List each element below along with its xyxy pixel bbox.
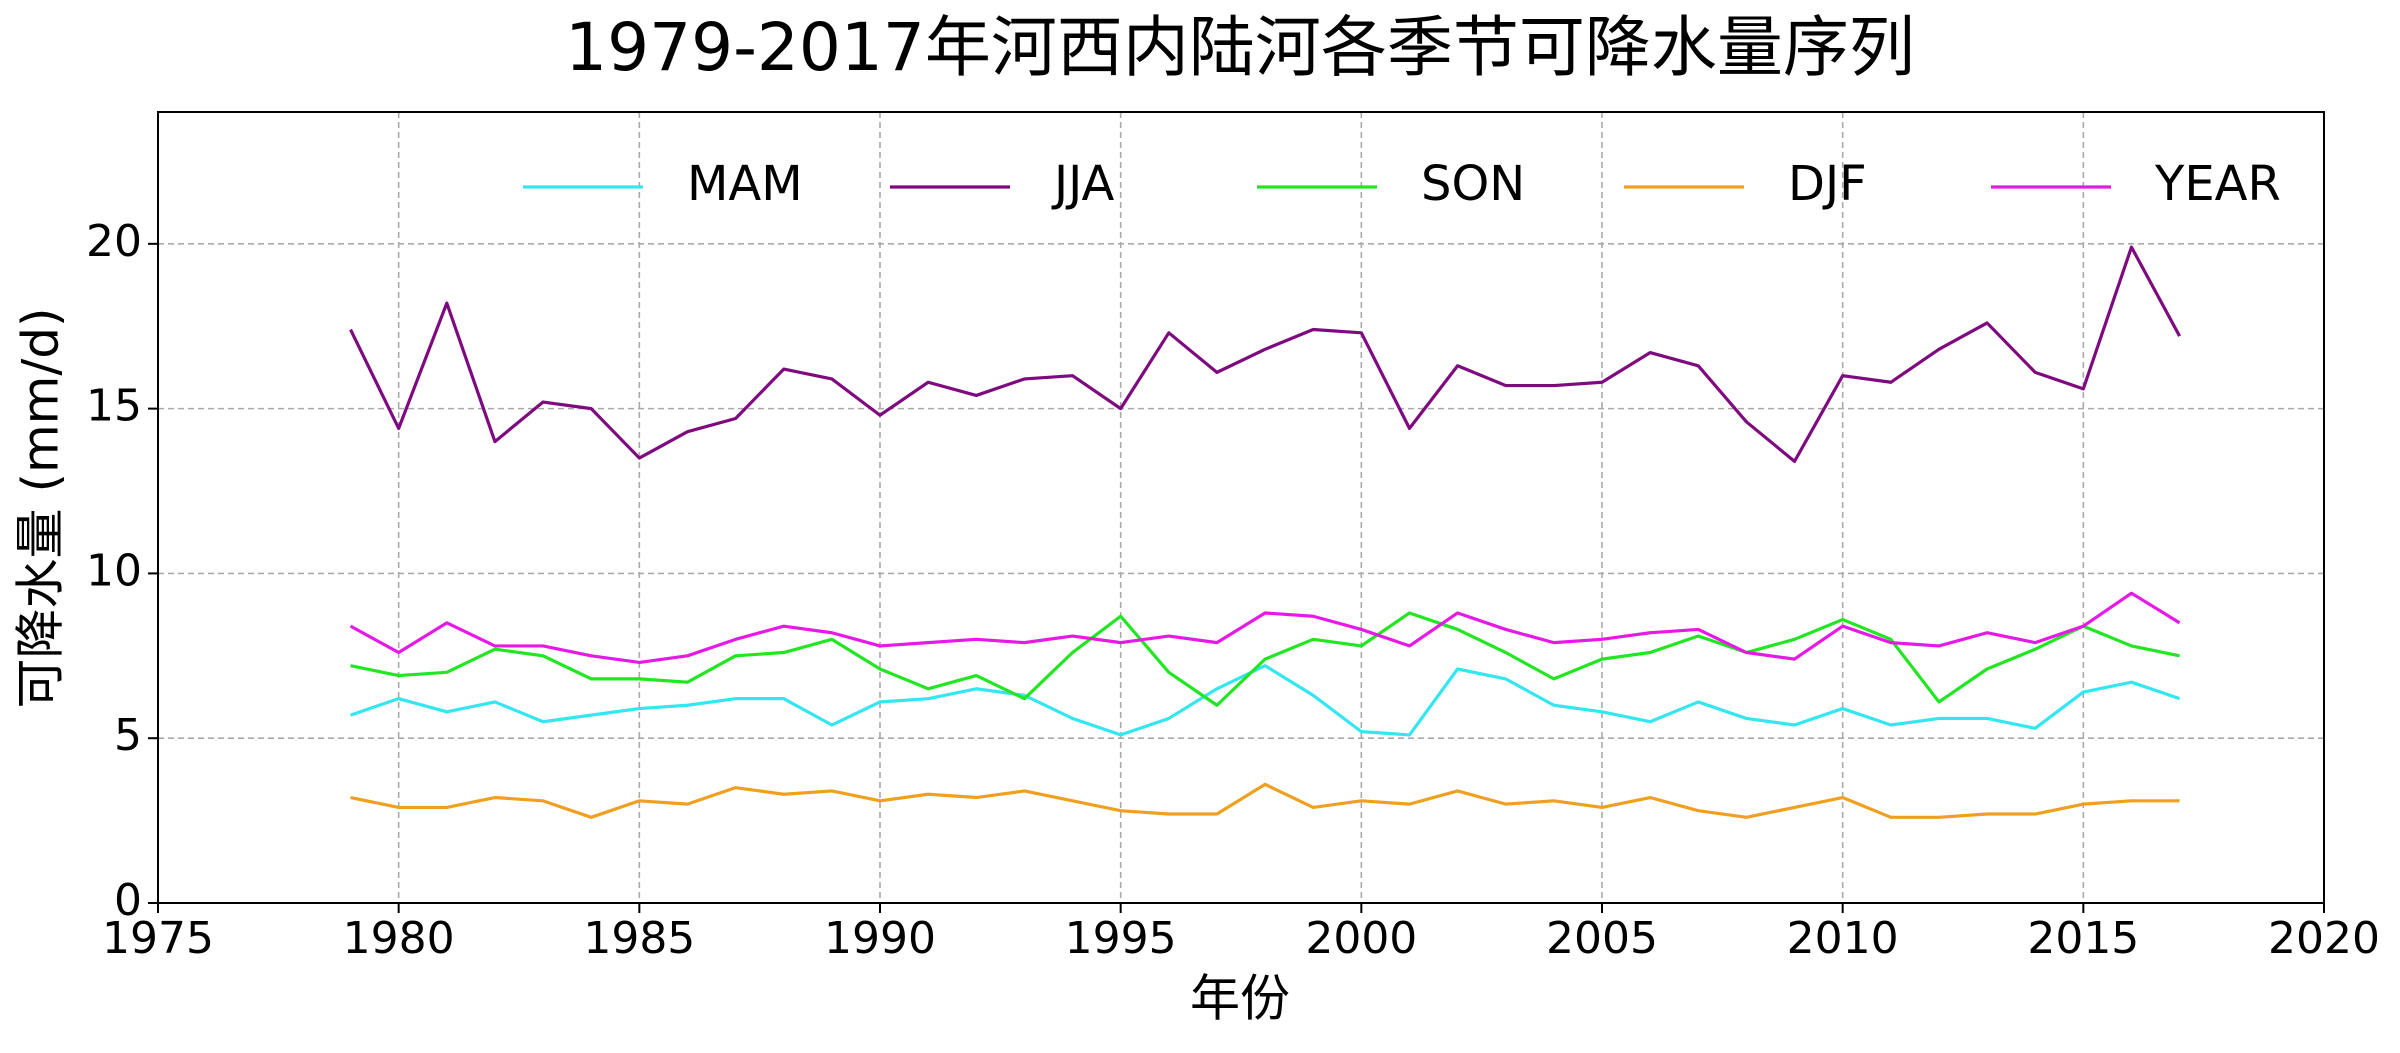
x-axis-label: 年份 [1190,970,1290,1028]
legend-label: SON [1421,156,1525,212]
x-tick-label: 1995 [1065,913,1177,964]
y-tick-label: 0 [114,875,142,926]
data-line [349,245,2182,463]
data-line [350,782,2180,819]
x-tick-label: 2000 [1305,913,1417,964]
legend-label: JJA [1051,156,1114,212]
x-tick-label: 1975 [102,913,214,964]
data-line [349,591,2181,664]
data-line [350,611,2180,707]
x-tick-label: 2005 [1546,913,1658,964]
y-tick-label: 20 [86,216,142,267]
legend-label: DJF [1788,156,1867,212]
x-tick-label: 2010 [1787,913,1899,964]
x-tick-label: 2020 [2268,913,2380,964]
legend-label: MAM [687,156,803,212]
y-tick-label: 15 [86,381,142,432]
y-tick-label: 5 [114,710,142,761]
x-tick-label: 1980 [343,913,455,964]
chart-title: 1979-2017年河西内陆河各季节可降水量序列 [565,9,1915,86]
x-tick-label: 1990 [824,913,936,964]
y-tick-label: 10 [86,545,142,596]
x-tick-label: 1985 [583,913,695,964]
legend-label: YEAR [2154,156,2281,212]
y-axis-label: 可降水量 (mm/d) [12,308,70,709]
data-line [350,664,2181,737]
x-tick-label: 2015 [2027,913,2139,964]
plot-frame [157,111,2325,904]
